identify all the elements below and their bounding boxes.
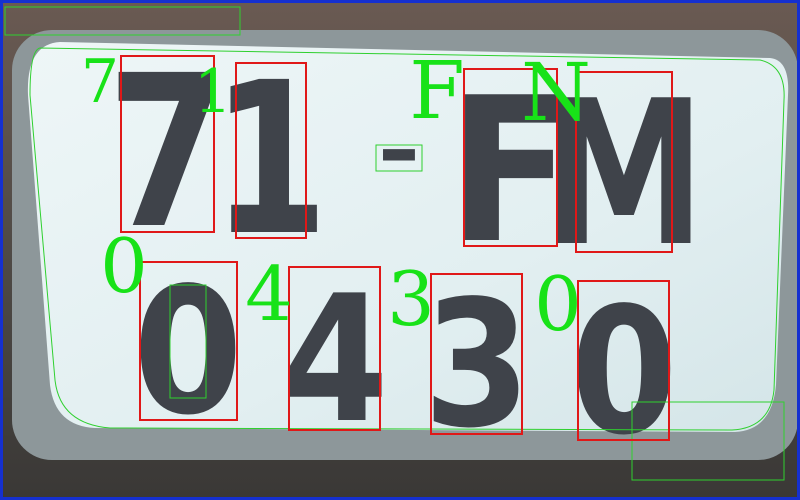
recognized-character-label: 4 — [245, 250, 293, 338]
character-bounding-box — [288, 266, 381, 431]
detection-box-inner-zero — [169, 284, 207, 399]
recognized-character-label: 0 — [100, 222, 148, 310]
plate-character: F — [449, 54, 572, 287]
plate-surface — [27, 42, 789, 432]
recognized-character-label: 0 — [534, 260, 582, 348]
plate-character: 7 — [107, 31, 227, 275]
character-bounding-box — [120, 55, 215, 233]
detection-box-dash — [375, 144, 423, 172]
plate-character: - — [377, 104, 420, 197]
character-bounding-box — [235, 62, 307, 239]
plate-character: 1 — [212, 37, 329, 282]
recognized-character-label: 1 — [194, 57, 232, 127]
plate-character: 3 — [423, 263, 530, 467]
recognized-character-label: 3 — [387, 255, 435, 343]
character-boxes — [120, 55, 673, 441]
character-bounding-box — [430, 273, 523, 435]
detection-box-top-left — [4, 6, 241, 36]
recognized-character-label: F — [409, 44, 465, 137]
recognized-labels: 7 1 F N 0 4 3 0 — [81, 44, 591, 348]
character-bounding-box — [577, 280, 670, 441]
plate-contour — [29, 47, 785, 431]
character-bounding-box — [575, 71, 673, 253]
character-bounding-box — [463, 68, 558, 247]
character-bounding-box — [139, 261, 238, 421]
recognized-character-label: N — [521, 46, 591, 139]
recognized-character-label: 7 — [81, 47, 119, 117]
plate-character: 4 — [281, 258, 388, 462]
